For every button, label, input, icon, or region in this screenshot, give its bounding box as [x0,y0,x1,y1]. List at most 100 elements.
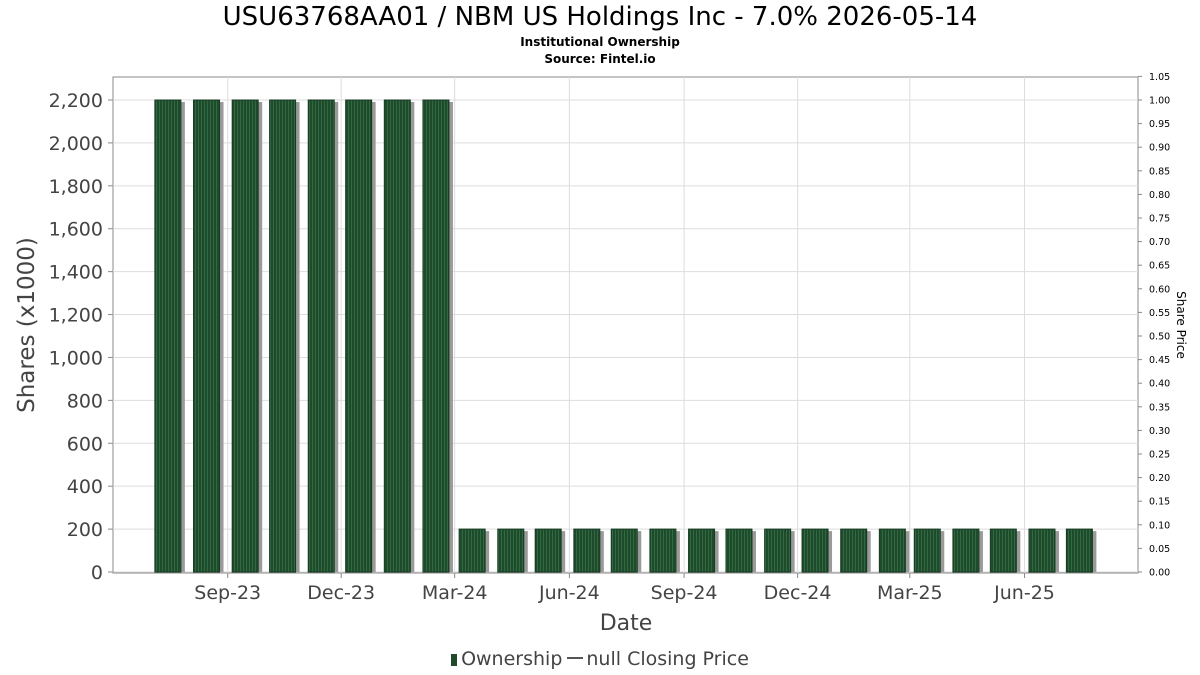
ownership-bar [458,528,490,573]
y2-tick-label: 0.85 [1149,166,1170,177]
y2-tick-label: 0.15 [1149,497,1170,508]
ownership-bar [913,528,945,573]
y2-tick-label: 0.10 [1149,520,1170,531]
y2-tick-label: 0.90 [1149,143,1170,154]
y2-tick-label: 0.95 [1149,119,1170,130]
bar-body [1065,528,1093,573]
y-tick-label: 2,000 [49,133,103,155]
y2-tick-label: 0.20 [1149,473,1170,484]
legend-price-swatch [567,657,584,659]
y2-tick-label: 0.30 [1149,426,1170,437]
x-tick-label: Sep-23 [194,582,261,604]
bar-body [764,528,792,573]
ownership-bar [725,528,756,573]
x-axis-label: Date [600,611,653,636]
y2-tick-label: 0.75 [1149,214,1170,225]
ownership-bar [952,528,983,573]
y-tick-label: 1,800 [49,176,103,198]
y2-tick-label: 0.00 [1149,568,1170,579]
bar-body [725,528,753,573]
x-axis: Sep-23 Dec-23 Mar-24 Jun-24 Sep-24 Dec-24 Mar-… [194,573,1055,604]
ownership-bar [1028,528,1059,573]
y2-tick-label: 0.55 [1149,308,1170,319]
y-tick-label: 2,200 [49,90,103,112]
bar-body [610,528,638,573]
ownership-bar [688,528,719,573]
y-tick-label: 1,400 [49,262,103,284]
x-tick-label: Mar-24 [422,582,488,604]
bar-body [649,528,677,573]
ownership-bar [801,528,833,573]
plot-area [112,76,1139,574]
ownership-bar [154,99,185,573]
y-tick-label: 400 [67,476,103,498]
bar-body [801,528,829,573]
x-tick-label: Sep-24 [651,582,718,604]
ownership-bar [649,528,680,573]
ownership-bar [1065,528,1097,573]
bar-body [952,528,980,573]
chart-source: Source: Fintel.io [544,52,656,66]
y-tick-label: 200 [67,519,103,541]
bar-body [458,528,486,573]
y2-tick-label: 0.45 [1149,355,1170,366]
x-tick-label: Jun-24 [538,582,600,604]
ownership-bar [878,528,910,573]
bar-body [422,99,450,573]
x-tick-label: Jun-25 [993,582,1055,604]
chart-legend: Ownership null Closing Price [0,648,1200,670]
legend-price-label: null Closing Price [586,648,749,670]
y2-axis-label: Share Price [1174,291,1188,359]
y2-tick-label: 0.40 [1149,379,1170,390]
bar-body [534,528,562,573]
ownership-bar [840,528,871,573]
y2-tick-label: 0.70 [1149,237,1170,248]
y2-tick-label: 0.05 [1149,544,1170,555]
ownership-bar [307,99,339,573]
x-tick-label: Dec-23 [307,582,375,604]
bar-body [154,99,182,573]
y2-tick-label: 0.50 [1149,332,1170,343]
legend-ownership-swatch [451,654,458,666]
bar-body [573,528,601,573]
bar-body [497,528,525,573]
ownership-bar [345,99,376,573]
y2-tick-label: 0.60 [1149,284,1170,295]
y2-tick-label: 1.00 [1149,96,1170,107]
x-tick-label: Dec-24 [764,582,832,604]
bar-body [989,528,1017,573]
y2-tick-label: 1.05 [1149,72,1170,83]
bar-body [688,528,716,573]
ownership-bar [231,99,263,573]
bar-body [269,99,297,573]
ownership-bar [193,99,224,573]
ownership-bar [573,528,604,573]
bar-body [307,99,335,573]
y-tick-label: 1,200 [49,305,103,327]
y2-tick-label: 0.25 [1149,450,1170,461]
ownership-bar [383,99,415,573]
ownership-bar [497,528,528,573]
y-tick-label: 600 [67,433,103,455]
ownership-bar [422,99,453,573]
x-tick-label: Mar-25 [877,582,943,604]
y-tick-label: 800 [67,390,103,412]
ownership-bar [989,528,1021,573]
bar-body [840,528,868,573]
y-tick-label: 1,600 [49,219,103,241]
y-axis: 0 200 400 600 800 1,000 1,200 1,400 1,600 1,800 2,… [49,90,113,584]
bar-body [1028,528,1056,573]
bar-body [878,528,906,573]
bar-body [913,528,941,573]
y-tick-label: 0 [91,562,103,584]
y2-tick-label: 0.80 [1149,190,1170,201]
y-axis-label: Shares (x1000) [14,237,40,413]
ownership-bar [269,99,300,573]
bar-body [193,99,221,573]
ownership-bar [764,528,795,573]
y2-tick-label: 0.65 [1149,261,1170,272]
bar-body [231,99,259,573]
ownership-bars [154,99,1097,573]
chart-subtitle: Institutional Ownership [520,35,680,49]
